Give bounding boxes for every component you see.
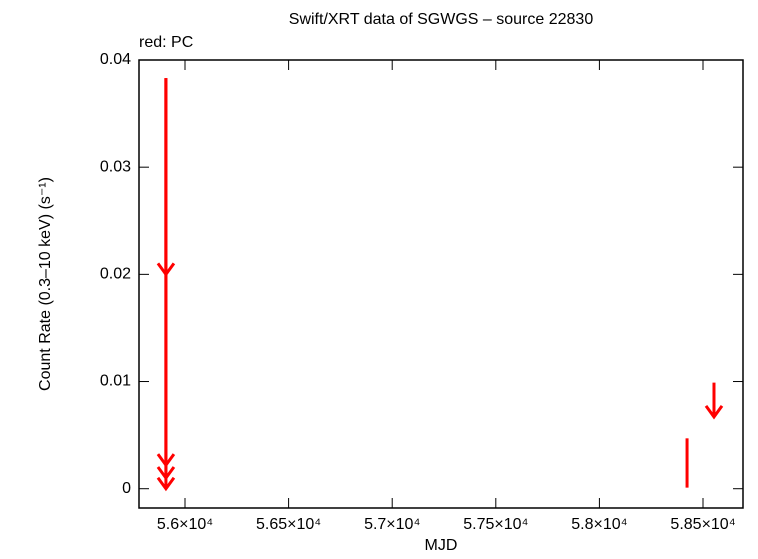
x-tick-label: 5.85×10⁴ (670, 516, 735, 533)
y-tick-label: 0 (122, 480, 131, 497)
subtitle: red: PC (139, 34, 193, 51)
x-tick-label: 5.65×10⁴ (256, 516, 321, 533)
y-tick-label: 0.04 (100, 51, 131, 68)
x-tick-label: 5.75×10⁴ (463, 516, 528, 533)
upper-limit (704, 382, 724, 420)
upper-limit (156, 78, 176, 492)
y-axis-label: Count Rate (0.3–10 keV) (s⁻¹) (37, 177, 54, 391)
x-tick-label: 5.6×10⁴ (157, 516, 213, 533)
plot-frame (138, 59, 744, 509)
x-axis-label: MJD (425, 537, 458, 554)
x-tick-label: 5.8×10⁴ (571, 516, 627, 533)
y-tick-label: 0.01 (100, 373, 131, 390)
chart-title: Swift/XRT data of SGWGS – source 22830 (289, 11, 594, 28)
y-tick-label: 0.03 (100, 158, 131, 175)
x-tick-label: 5.7×10⁴ (364, 516, 420, 533)
y-tick-label: 0.02 (100, 266, 131, 283)
